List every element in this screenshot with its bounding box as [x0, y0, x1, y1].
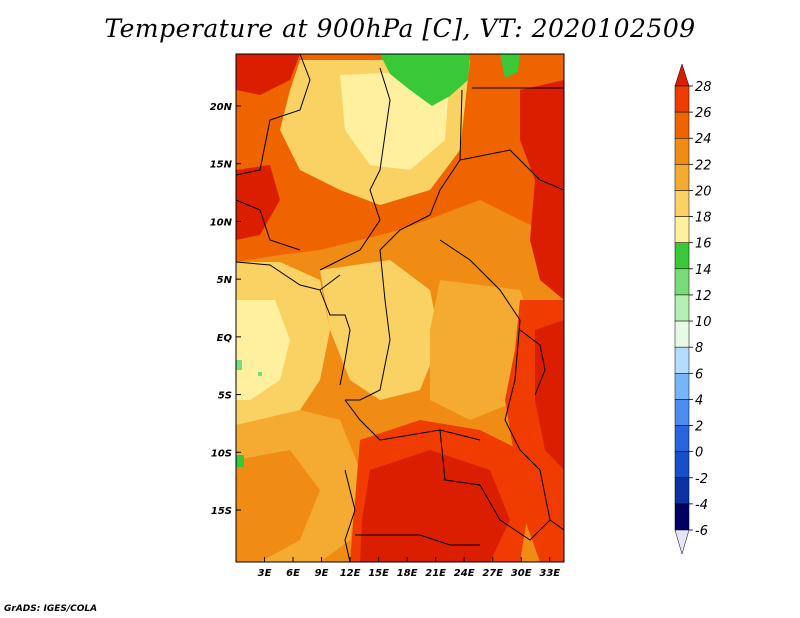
colorbar-label: 20 — [695, 184, 712, 199]
colorbar-swatch — [674, 242, 690, 270]
colorbar-label: 14 — [695, 263, 712, 278]
colorbar-swatch — [674, 373, 690, 400]
plot-frame — [235, 53, 565, 563]
grads-credit: GrADS: IGES/COLA — [4, 604, 98, 614]
colorbar-swatch — [674, 425, 690, 452]
colorbar-swatch — [674, 268, 690, 296]
colorbar-label: 24 — [695, 132, 712, 147]
lat-tick-label: 10N — [210, 217, 233, 228]
lat-tick-label: 10S — [211, 448, 232, 459]
colorbar-label: 28 — [695, 80, 712, 95]
temperature-field — [236, 54, 564, 562]
colorbar-swatch — [674, 451, 690, 479]
lon-tick-label: 27E — [482, 568, 503, 579]
colorbar-label: 16 — [695, 237, 712, 252]
colorbar-swatch — [674, 294, 690, 322]
colorbar-label: 10 — [695, 315, 712, 330]
lon-tick-label: 3E — [258, 568, 272, 579]
colorbar-label: 8 — [695, 341, 703, 356]
lon-tick-label: 30E — [511, 568, 532, 579]
colorbar-swatch — [674, 320, 690, 348]
lon-tick-label: 12E — [340, 568, 361, 579]
colorbar-swatch — [674, 216, 690, 243]
colorbar-swatch — [674, 503, 690, 531]
lat-tick-label: 5S — [218, 391, 232, 402]
colorbar-swatch — [674, 164, 690, 191]
lon-tick-label: 33E — [539, 568, 560, 579]
lat-tick-label: EQ — [217, 333, 233, 344]
colorbar-bottom-arrow — [674, 529, 690, 555]
colorbar-label: -6 — [695, 524, 708, 539]
lon-tick-label: 6E — [286, 568, 300, 579]
map-title: Temperature at 900hPa [C], VT: 202010250… — [104, 14, 696, 43]
lat-tick-label: 15N — [210, 160, 233, 171]
colorbar-label: -2 — [695, 472, 708, 487]
lon-tick-label: 15E — [368, 568, 389, 579]
country-borders — [236, 54, 564, 562]
colorbar-label: 2 — [695, 420, 703, 435]
colorbar-label: 22 — [695, 158, 712, 173]
colorbar-swatch — [674, 137, 690, 165]
lon-tick-label: 21E — [425, 568, 446, 579]
colorbar-swatch — [674, 477, 690, 505]
colorbar-label: 4 — [695, 393, 703, 408]
lat-tick-label: 15S — [211, 506, 232, 517]
latitude-axis: 20N 15N 10N 5N EQ 5S 10S 15S — [210, 102, 241, 517]
colorbar-swatch — [674, 346, 690, 374]
colorbar-top-arrow — [674, 63, 690, 87]
colorbar-label: 6 — [695, 367, 703, 382]
lat-tick-label: 5N — [217, 275, 233, 286]
lat-tick-label: 20N — [210, 102, 233, 113]
colorbar-swatch — [674, 85, 690, 113]
longitude-axis: 3E 6E 9E 12E 15E 18E 21E 24E 27E 30E 33E — [258, 557, 560, 579]
colorbar-label: 18 — [695, 211, 712, 226]
colorbar-swatch — [674, 399, 690, 426]
colorbar-label: -4 — [695, 498, 708, 513]
lon-tick-label: 24E — [454, 568, 475, 579]
colorbar-label: 0 — [695, 446, 703, 461]
lon-tick-label: 18E — [397, 568, 418, 579]
colorbar-label: 12 — [695, 289, 712, 304]
colorbar-label: 26 — [695, 106, 712, 121]
colorbar-swatch — [674, 190, 690, 217]
colorbar-swatch — [674, 111, 690, 139]
lon-tick-label: 9E — [315, 568, 329, 579]
